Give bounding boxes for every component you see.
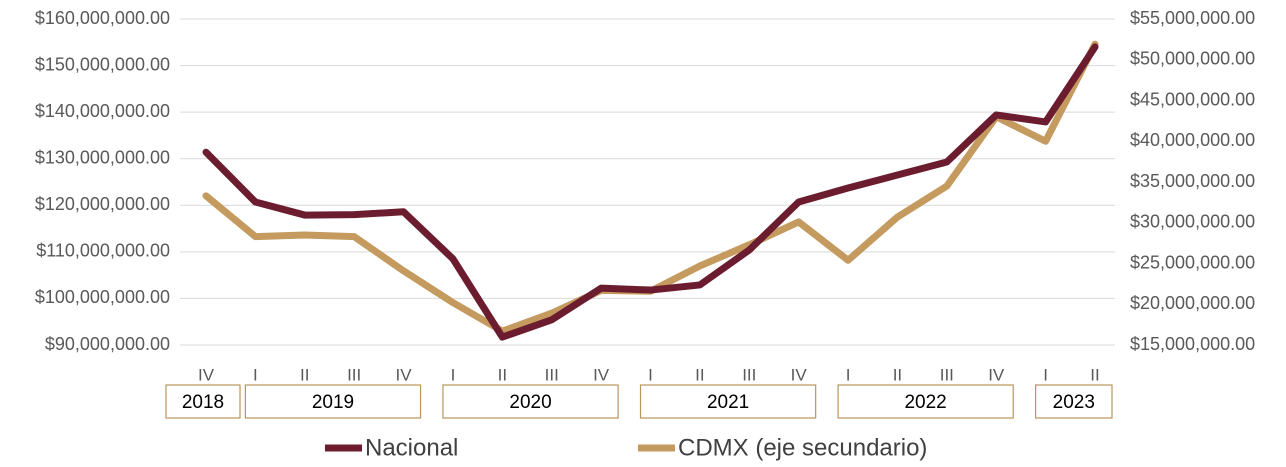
year-label: 2022 [904,392,946,413]
x-tick-label: IV [198,365,215,384]
year-label: 2021 [707,392,749,413]
x-tick-label: IV [988,365,1005,384]
x-tick-label: III [742,365,756,384]
y2-tick-label: $50,000,000.00 [1130,49,1255,69]
y-tick-label: $120,000,000.00 [35,194,170,214]
year-box [442,384,619,419]
y-tick-label: $110,000,000.00 [36,241,170,261]
year-box [1035,384,1113,419]
x-tick-label: II [498,365,507,384]
x-tick-label: I [648,365,653,384]
year-box [244,384,422,419]
x-tick-label: II [695,365,704,384]
y2-tick-label: $15,000,000.00 [1130,334,1255,354]
y-tick-label: $130,000,000.00 [35,147,170,167]
x-tick-label: II [1090,365,1099,384]
y2-tick-label: $20,000,000.00 [1130,293,1255,313]
x-tick-label: I [1043,365,1048,384]
x-tick-label: IV [791,365,808,384]
x-tick-label: III [940,365,954,384]
x-tick-label: I [253,365,258,384]
y2-tick-label: $25,000,000.00 [1130,252,1255,272]
legend-label: Nacional [365,434,458,461]
x-tick-label: IV [396,365,413,384]
x-tick-label: II [893,365,902,384]
y2-tick-label: $45,000,000.00 [1130,89,1255,109]
year-label: 2020 [509,392,551,413]
year-label: 2023 [1053,392,1095,413]
year-box [837,384,1014,419]
y-tick-label: $90,000,000.00 [45,334,170,354]
legend-label: CDMX (eje secundario) [678,434,927,461]
x-tick-label: III [347,365,361,384]
y-tick-label: $140,000,000.00 [35,101,170,121]
x-tick-label: III [545,365,559,384]
y2-tick-label: $55,000,000.00 [1130,8,1255,28]
series-line [202,43,1099,341]
y2-tick-label: $35,000,000.00 [1130,171,1255,191]
year-box [165,384,241,419]
y-tick-label: $150,000,000.00 [35,54,170,74]
x-tick-label: IV [593,365,610,384]
year-label: 2018 [182,392,224,413]
y-tick-label: $160,000,000.00 [35,8,170,28]
x-tick-label: I [846,365,851,384]
y2-tick-label: $30,000,000.00 [1130,212,1255,232]
x-tick-label: II [300,365,309,384]
x-tick-label: I [451,365,456,384]
y-tick-label: $100,000,000.00 [35,287,170,307]
year-label: 2019 [312,392,354,413]
y2-tick-label: $40,000,000.00 [1130,130,1255,150]
year-box [639,384,817,419]
